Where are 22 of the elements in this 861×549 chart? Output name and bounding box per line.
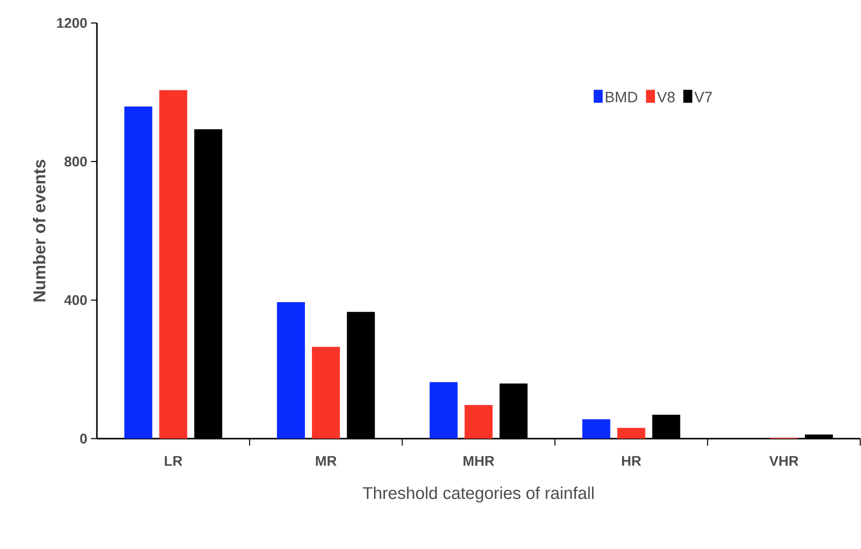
- x-axis-title: Threshold categories of rainfall: [362, 486, 594, 503]
- y-tick-label: 1200: [57, 18, 87, 28]
- bar: [159, 90, 188, 439]
- y-tick-label: 800: [64, 156, 87, 167]
- x-tick-label: LR: [164, 456, 182, 466]
- bar: [312, 347, 340, 439]
- legend-label: BMD: [606, 92, 638, 102]
- bar: [582, 419, 610, 439]
- x-tick-label: HR: [622, 456, 642, 466]
- x-tick-label: VHR: [769, 456, 798, 466]
- legend-label: V7: [694, 92, 712, 102]
- x-tick-label: MHR: [464, 456, 494, 466]
- legend-label: V8: [657, 92, 675, 103]
- bar: [464, 405, 493, 439]
- bar: [617, 428, 646, 439]
- bar: [124, 106, 152, 439]
- bar: [430, 382, 458, 439]
- bar: [276, 302, 305, 439]
- y-tick-label: 0: [80, 434, 87, 444]
- x-tick-label: MR: [316, 456, 337, 466]
- y-axis-title: Number of events: [32, 160, 46, 302]
- y-tick-label: 400: [64, 295, 87, 306]
